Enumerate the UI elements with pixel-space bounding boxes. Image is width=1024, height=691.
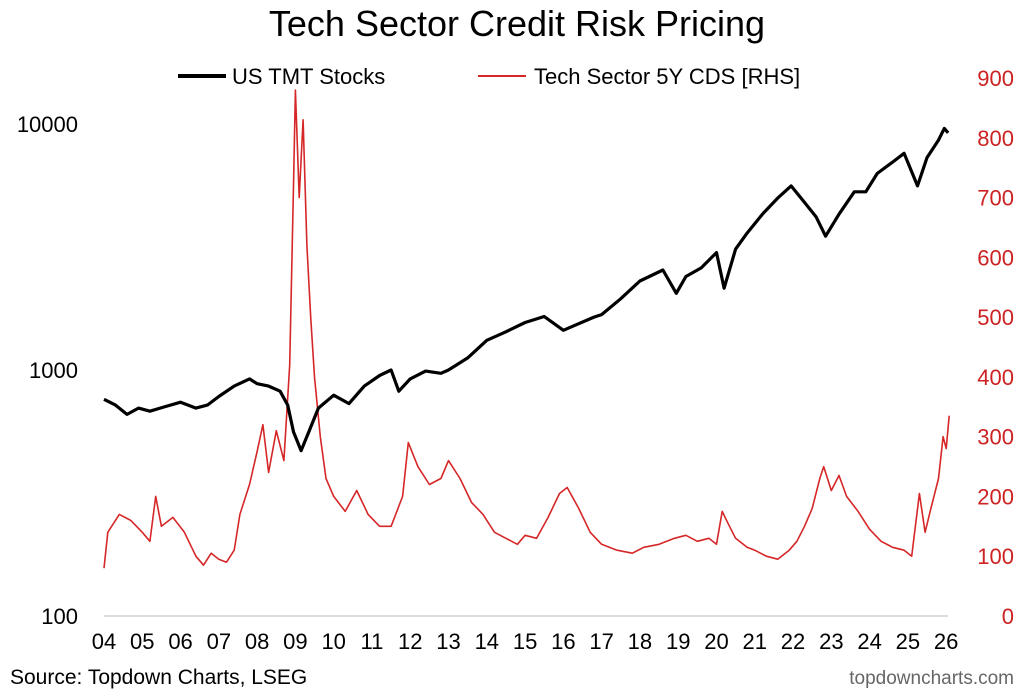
x-tick-label: 16 — [551, 629, 575, 654]
x-tick-label: 08 — [245, 629, 269, 654]
right-tick-label: 400 — [977, 365, 1014, 390]
x-tick-label: 15 — [513, 629, 537, 654]
x-tick-label: 12 — [398, 629, 422, 654]
x-tick-label: 26 — [934, 629, 958, 654]
right-tick-label: 100 — [977, 544, 1014, 569]
chart-title: Tech Sector Credit Risk Pricing — [269, 3, 765, 44]
series-line-stocks — [103, 126, 950, 453]
x-tick-label: 04 — [92, 629, 116, 654]
x-tick-label: 09 — [283, 629, 307, 654]
right-tick-label: 500 — [977, 305, 1014, 330]
x-tick-label: 05 — [130, 629, 154, 654]
x-tick-label: 10 — [321, 629, 345, 654]
right-tick-label: 0 — [1002, 604, 1014, 629]
x-tick-label: 18 — [628, 629, 652, 654]
legend: US TMT Stocks Tech Sector 5Y CDS [RHS] — [178, 64, 800, 89]
x-tick-label: 23 — [819, 629, 843, 654]
right-tick-label: 600 — [977, 245, 1014, 270]
x-tick-label: 22 — [781, 629, 805, 654]
source-note: Source: Topdown Charts, LSEG — [10, 666, 307, 689]
right-tick-label: 200 — [977, 484, 1014, 509]
right-tick-label: 700 — [977, 186, 1014, 211]
x-tick-label: 07 — [207, 629, 231, 654]
x-tick-label: 20 — [704, 629, 728, 654]
x-tick-label: 11 — [361, 629, 384, 654]
left-axis: 100 1000 10000 — [17, 112, 78, 629]
watermark: topdowncharts.com — [849, 668, 1014, 689]
left-tick-label: 1000 — [29, 358, 78, 383]
right-tick-label: 800 — [977, 126, 1014, 151]
legend-label-stocks: US TMT Stocks — [232, 64, 385, 89]
x-tick-label: 24 — [857, 629, 881, 654]
right-axis: 0 100 200 300 400 500 600 700 800 900 — [977, 66, 1014, 629]
left-tick-label: 100 — [41, 604, 78, 629]
right-tick-label: 300 — [977, 425, 1014, 450]
x-tick-label: 17 — [589, 629, 613, 654]
legend-label-cds: Tech Sector 5Y CDS [RHS] — [534, 64, 800, 89]
left-tick-label: 10000 — [17, 112, 78, 137]
right-tick-label: 900 — [977, 66, 1014, 91]
x-tick-label: 19 — [666, 629, 690, 654]
series-line-cds — [103, 89, 950, 569]
x-tick-label: 25 — [896, 629, 920, 654]
x-tick-label: 13 — [436, 629, 460, 654]
x-tick-label: 14 — [475, 629, 499, 654]
x-axis: 04 05 06 07 08 09 10 11 12 13 14 15 16 17 18 19 20 21 22 23… — [92, 629, 959, 654]
x-tick-label: 06 — [168, 629, 192, 654]
x-tick-label: 21 — [743, 629, 767, 654]
